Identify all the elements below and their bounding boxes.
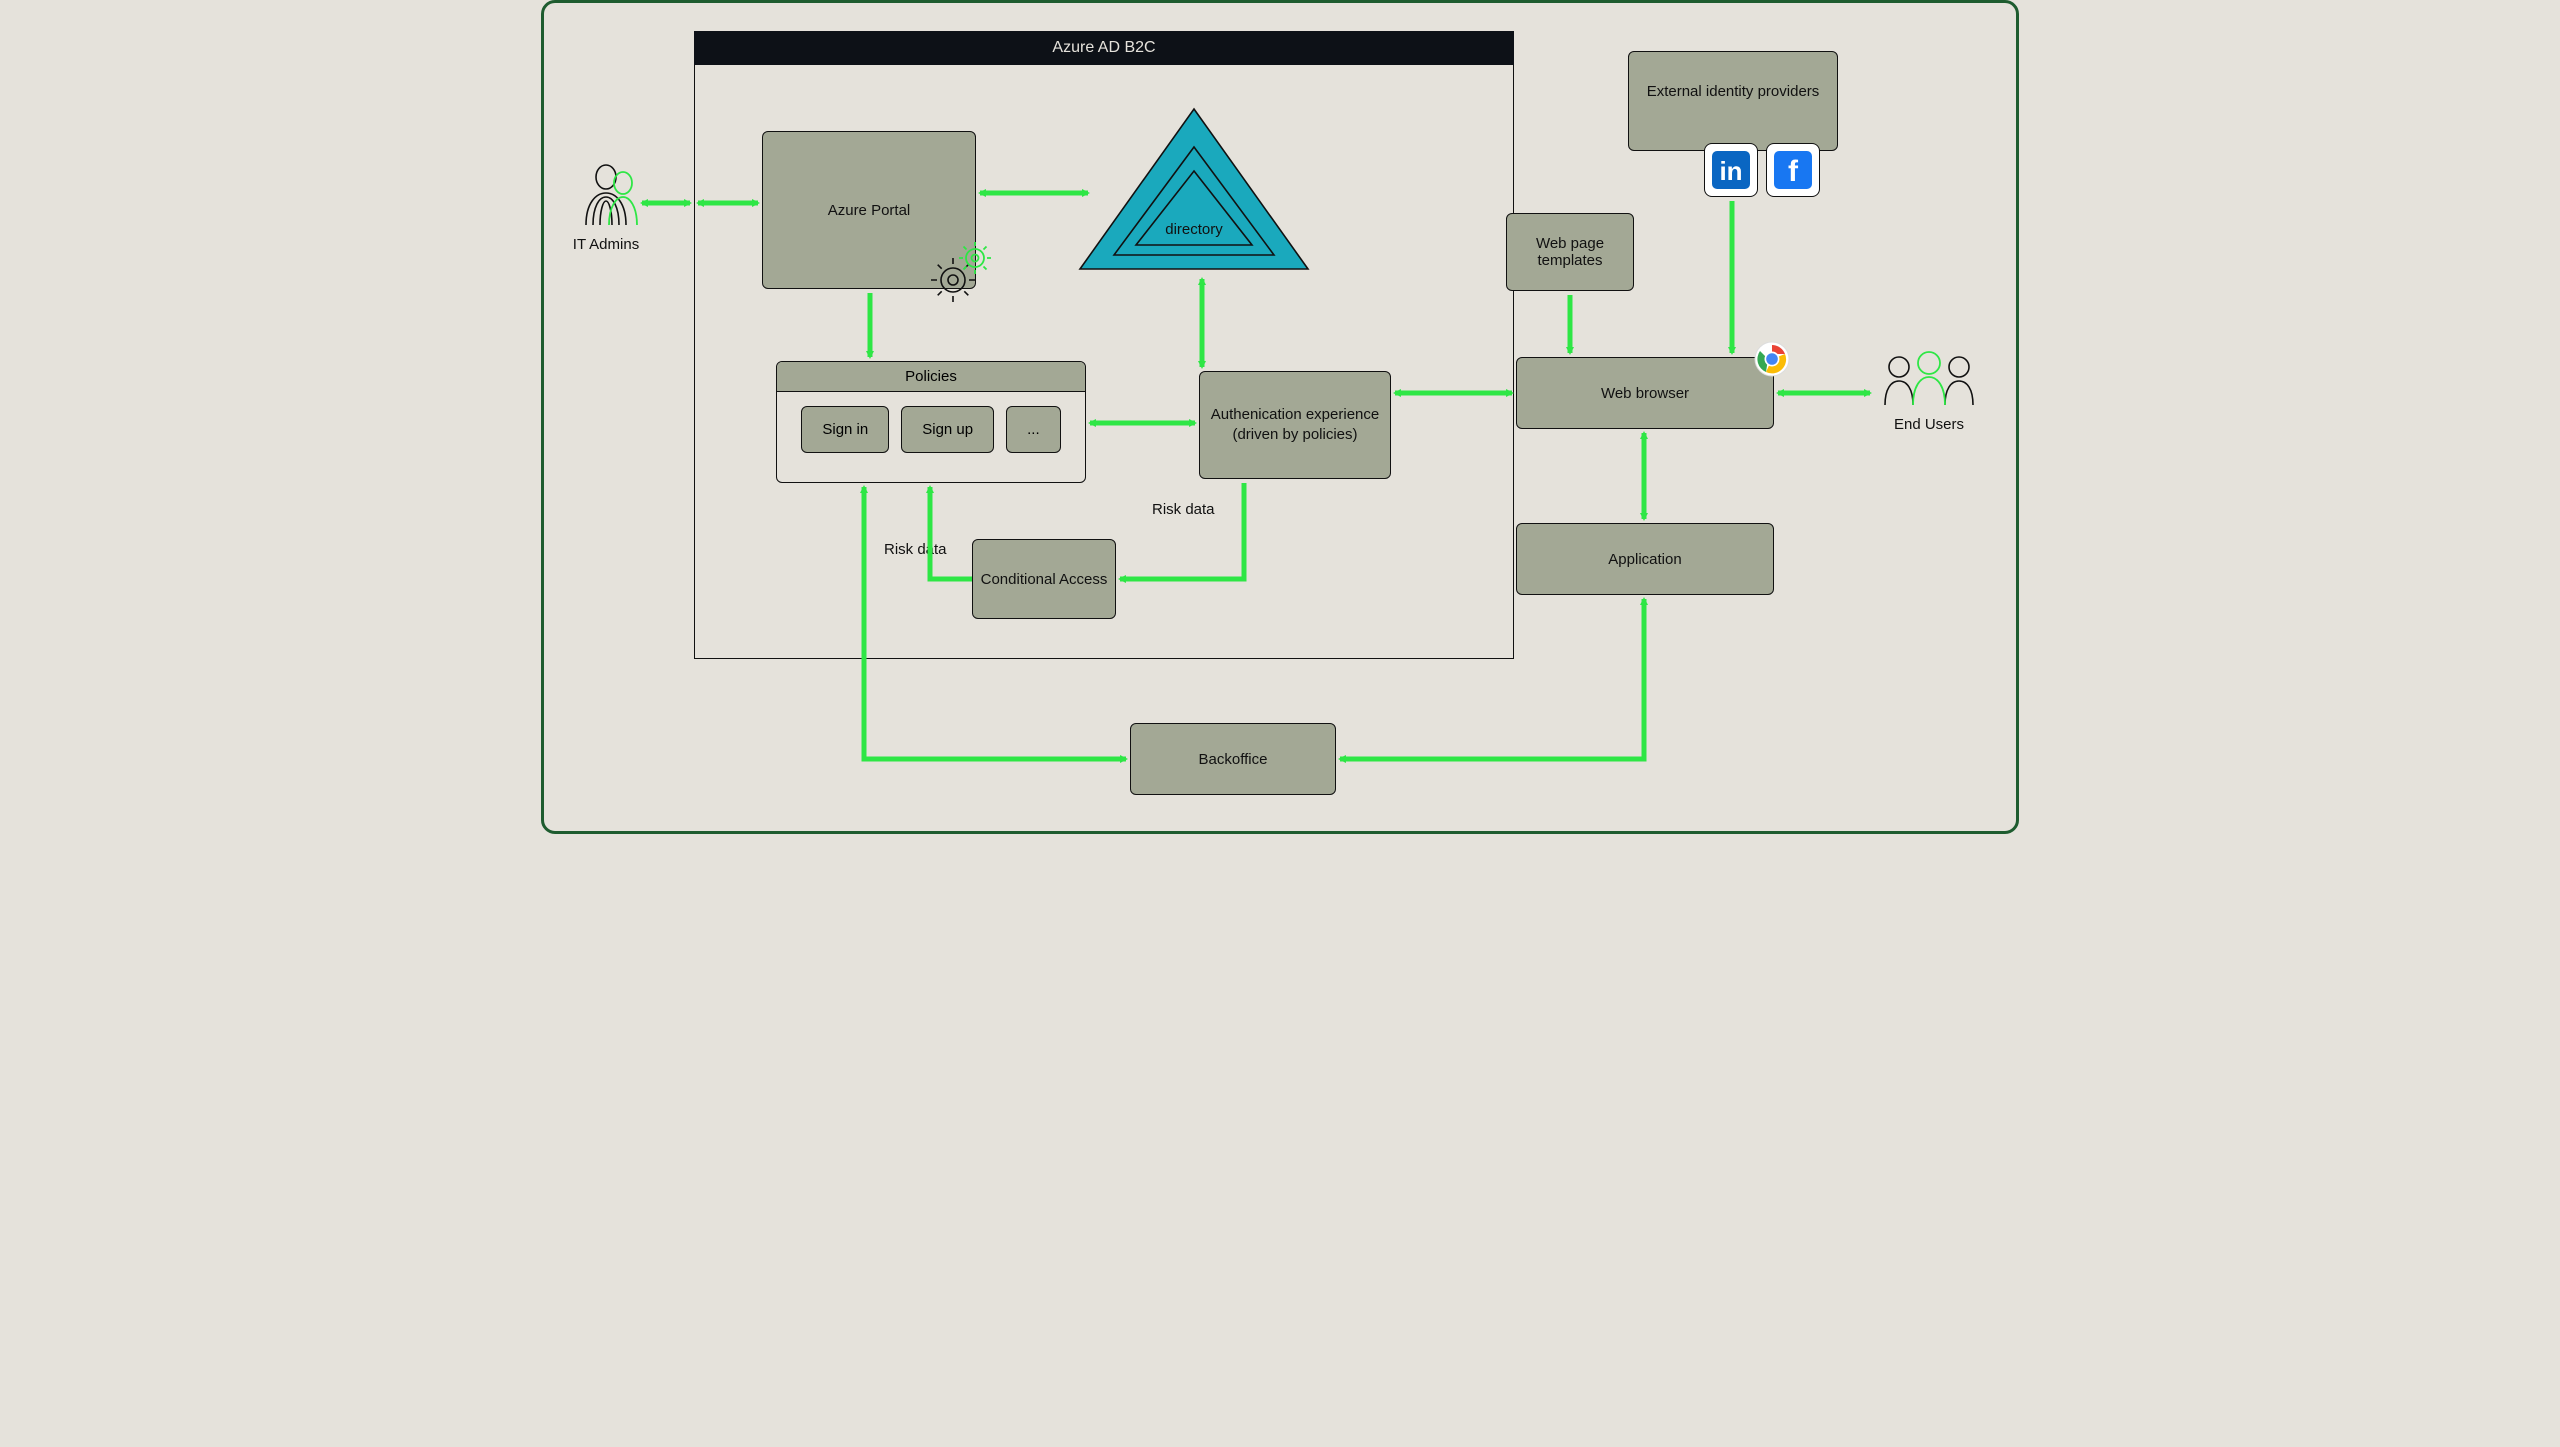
web-browser-node: Web browser <box>1516 357 1774 429</box>
azure-b2c-title: Azure AD B2C <box>1052 39 1155 57</box>
web-templates-node: Web page templates <box>1506 213 1634 291</box>
conditional-access-node: Conditional Access <box>972 539 1116 619</box>
auth-experience-node: Authenication experience (driven by poli… <box>1199 371 1391 479</box>
gear-icon <box>927 240 993 306</box>
users-icon <box>1879 351 1979 407</box>
application-label: Application <box>1608 551 1681 568</box>
auth-experience-label: Authenication experience (driven by poli… <box>1206 405 1384 446</box>
policy-signup: Sign up <box>901 406 994 453</box>
policies-title: Policies <box>777 362 1085 392</box>
directory-node: directory <box>1074 105 1314 275</box>
application-node: Application <box>1516 523 1774 595</box>
azure-portal-node: Azure Portal <box>762 131 976 289</box>
risk-data-label-1: Risk data <box>884 541 947 558</box>
external-idp-label: External identity providers <box>1647 83 1820 100</box>
conditional-access-label: Conditional Access <box>981 571 1108 588</box>
azure-portal-label: Azure Portal <box>828 202 911 219</box>
policy-more: ... <box>1006 406 1061 453</box>
linkedin-icon: in <box>1704 143 1758 197</box>
backoffice-label: Backoffice <box>1199 751 1268 768</box>
chrome-icon <box>1754 341 1790 377</box>
it-admins-actor: IT Admins <box>566 163 646 253</box>
azure-b2c-titlebar: Azure AD B2C <box>694 31 1514 65</box>
web-templates-label: Web page templates <box>1513 235 1627 269</box>
policy-signin: Sign in <box>801 406 889 453</box>
svg-text:in: in <box>1719 156 1742 186</box>
backoffice-node: Backoffice <box>1130 723 1336 795</box>
admin-icon <box>571 163 641 227</box>
svg-text:f: f <box>1788 155 1799 188</box>
directory-label: directory <box>1074 221 1314 238</box>
external-idp-node: External identity providers <box>1628 51 1838 151</box>
it-admins-label: IT Admins <box>566 236 646 253</box>
web-browser-label: Web browser <box>1601 385 1689 402</box>
end-users-actor: End Users <box>1874 351 1984 433</box>
end-users-label: End Users <box>1874 416 1984 433</box>
policies-node: Policies Sign in Sign up ... <box>776 361 1086 483</box>
diagram-canvas: Azure AD B2C IT Admins Azure Portal <box>541 0 2019 834</box>
risk-data-label-2: Risk data <box>1152 501 1215 518</box>
facebook-icon: f <box>1766 143 1820 197</box>
